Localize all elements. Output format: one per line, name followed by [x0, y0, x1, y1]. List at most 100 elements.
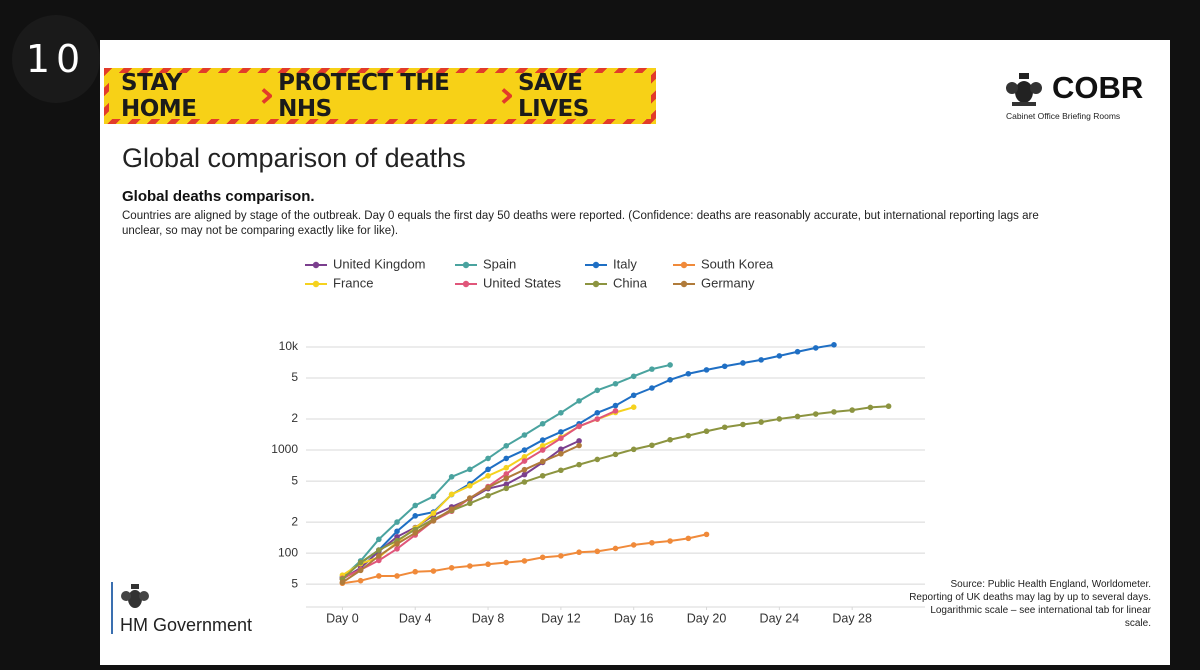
data-point — [740, 421, 746, 428]
data-point — [521, 558, 528, 564]
data-point — [467, 563, 473, 569]
data-point — [521, 454, 528, 460]
legend-label: South Korea — [701, 256, 774, 271]
data-point — [539, 442, 546, 449]
y-tick-label: 5 — [291, 576, 298, 590]
data-point — [448, 491, 455, 498]
data-point — [430, 493, 437, 500]
data-point — [612, 408, 619, 414]
data-point — [630, 392, 637, 399]
data-point — [885, 403, 892, 410]
x-tick-label: Day 12 — [541, 611, 581, 625]
legend-dot — [680, 261, 688, 269]
data-point — [667, 362, 673, 368]
data-point — [612, 545, 619, 552]
data-point — [357, 559, 364, 566]
data-point — [521, 447, 528, 453]
data-point — [649, 385, 655, 391]
data-point — [740, 360, 746, 366]
data-point — [849, 407, 855, 413]
data-point — [339, 579, 346, 586]
data-point — [630, 373, 637, 380]
gov-name: HM Government — [120, 615, 253, 635]
data-point — [703, 428, 710, 435]
banner-inner: STAY HOME PROTECT THE NHS SAVE LIVES — [109, 70, 651, 122]
data-point — [430, 510, 437, 516]
data-point — [485, 473, 491, 479]
data-point — [758, 419, 764, 425]
data-point — [649, 366, 655, 372]
data-point — [376, 573, 382, 579]
data-point — [521, 466, 528, 473]
data-point — [576, 549, 582, 556]
data-point — [448, 474, 455, 480]
logo-name: COBR — [1052, 70, 1144, 105]
data-point — [412, 513, 419, 519]
data-point — [485, 492, 491, 499]
data-point — [576, 438, 582, 444]
x-tick-label: Day 24 — [760, 611, 800, 625]
chart-subtitle: Countries are aligned by stage of the ou… — [122, 210, 1039, 237]
source-note: Source: Public Health England, Worldomet… — [909, 579, 1151, 629]
data-point — [831, 342, 837, 348]
data-point — [612, 451, 619, 458]
data-point — [376, 547, 382, 553]
data-point — [649, 442, 655, 449]
data-point — [558, 435, 564, 442]
data-point — [376, 557, 382, 564]
data-point — [721, 363, 728, 370]
legend-label: Italy — [613, 256, 637, 271]
slide-number: 10 — [12, 15, 100, 103]
data-point — [831, 409, 837, 415]
data-point — [558, 553, 564, 559]
data-point — [576, 442, 582, 449]
x-tick-label: Day 20 — [687, 611, 727, 625]
data-point — [503, 559, 510, 566]
data-point — [394, 573, 400, 579]
data-point — [721, 424, 728, 431]
data-point — [430, 517, 437, 524]
data-point — [576, 398, 582, 404]
y-tick-label: 5 — [291, 370, 298, 384]
data-point — [576, 461, 582, 468]
chevron — [501, 88, 512, 104]
data-point — [812, 345, 819, 351]
data-point — [794, 348, 801, 355]
data-point — [667, 436, 673, 443]
legend-label: France — [333, 275, 373, 290]
data-point — [812, 411, 819, 417]
data-point — [467, 466, 473, 473]
legend-dot — [462, 261, 470, 269]
data-point — [485, 484, 491, 491]
data-point — [630, 446, 637, 453]
y-tick-label: 100 — [278, 545, 298, 559]
gov-crest — [121, 584, 149, 608]
series-line — [341, 343, 835, 579]
y-tick-label: 10k — [279, 339, 299, 353]
legend-label: United States — [483, 275, 562, 290]
data-point — [558, 467, 564, 474]
data-point — [503, 481, 510, 488]
data-point — [394, 533, 400, 540]
data-point — [467, 500, 473, 507]
data-point — [703, 367, 710, 373]
data-point — [503, 464, 510, 471]
data-point — [558, 429, 564, 435]
data-point — [376, 536, 382, 543]
banner: STAY HOME PROTECT THE NHS SAVE LIVES — [104, 68, 656, 124]
data-point — [594, 416, 601, 422]
heading: Global comparison of deaths — [122, 143, 466, 173]
legend-dot — [462, 280, 470, 288]
data-point — [467, 482, 473, 489]
chart-title: Global deaths comparison. — [122, 188, 315, 205]
data-point — [630, 542, 637, 548]
data-point — [412, 530, 419, 536]
series-line — [341, 444, 580, 584]
x-tick-label: Day 0 — [326, 611, 359, 625]
legend-dot — [680, 280, 688, 288]
legend-dot — [312, 280, 320, 288]
data-point — [521, 432, 528, 438]
data-point — [467, 495, 473, 501]
data-point — [703, 531, 710, 538]
